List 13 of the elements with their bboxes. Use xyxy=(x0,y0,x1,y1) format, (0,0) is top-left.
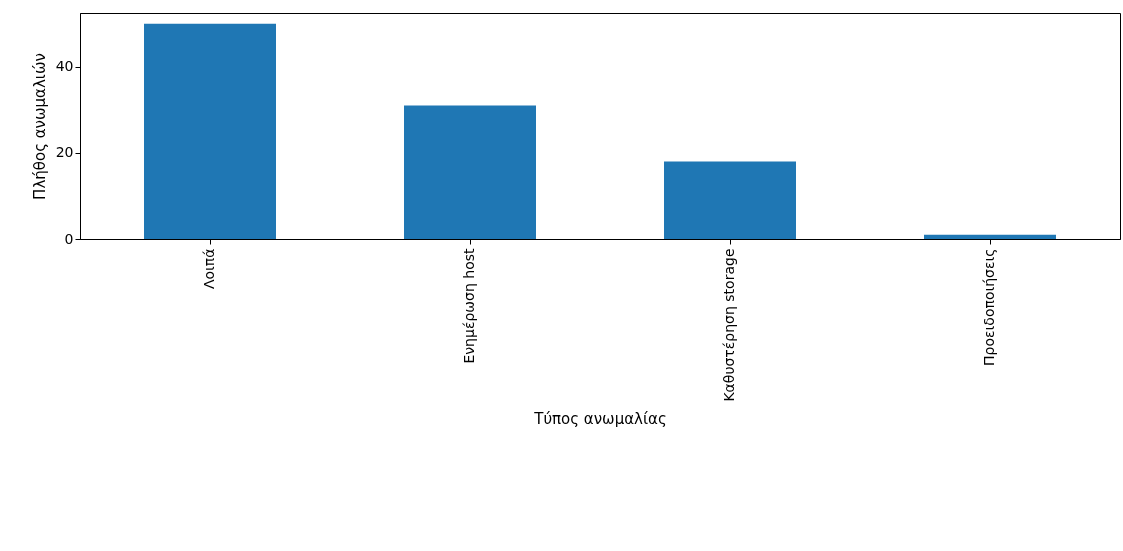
x-tick-label: Ενημέρωση host xyxy=(461,247,477,364)
y-tick-label: 40 xyxy=(55,58,74,75)
x-tick-label: Προειδοποιήσεις xyxy=(981,248,997,366)
y-tick-label: 0 xyxy=(64,230,74,247)
x-tick-label: Λοιπά xyxy=(201,248,217,290)
x-axis-title: Τύπος ανωμαλίας xyxy=(533,409,667,428)
x-tick-label: Καθυστέρηση storage xyxy=(721,248,737,402)
bar xyxy=(404,105,536,239)
y-tick-label: 20 xyxy=(55,144,74,161)
bar xyxy=(144,23,276,239)
bar xyxy=(924,234,1056,239)
bar xyxy=(664,161,796,239)
y-axis-title: Πλήθος ανωμαλιών xyxy=(30,53,49,200)
